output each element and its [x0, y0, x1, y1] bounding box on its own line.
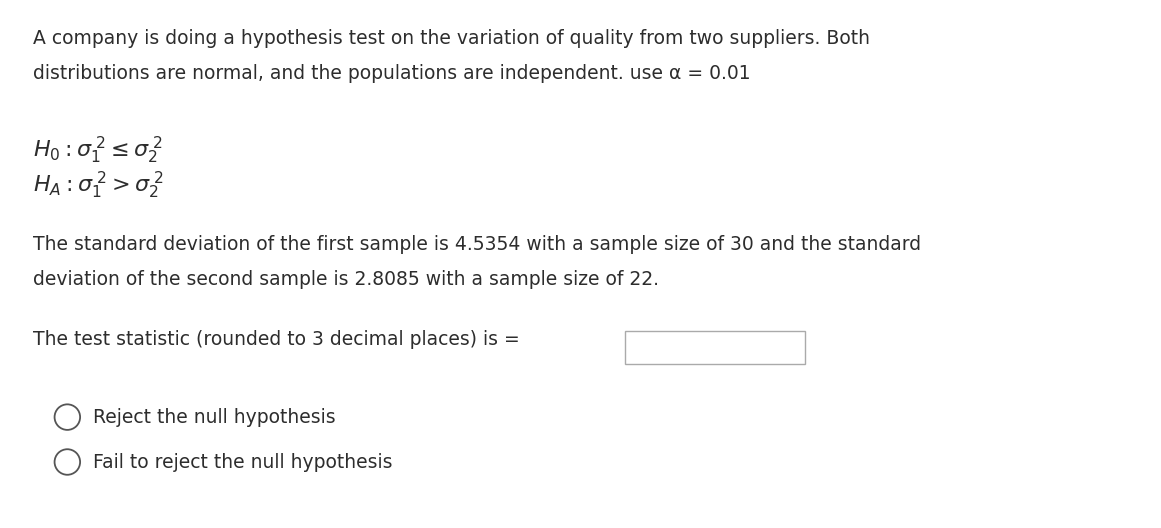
Text: The standard deviation of the first sample is 4.5354 with a sample size of 30 an: The standard deviation of the first samp… — [33, 235, 921, 254]
Text: $\mathit{H}_A:\sigma_1^{\;2}>\sigma_2^{\;2}$: $\mathit{H}_A:\sigma_1^{\;2}>\sigma_2^{\… — [33, 170, 164, 201]
FancyBboxPatch shape — [625, 331, 805, 364]
Text: deviation of the second sample is 2.8085 with a sample size of 22.: deviation of the second sample is 2.8085… — [33, 270, 658, 289]
Text: The test statistic (rounded to 3 decimal places) is =: The test statistic (rounded to 3 decimal… — [33, 330, 519, 349]
Text: Fail to reject the null hypothesis: Fail to reject the null hypothesis — [93, 452, 392, 472]
Text: A company is doing a hypothesis test on the variation of quality from two suppli: A company is doing a hypothesis test on … — [33, 29, 870, 48]
Text: $\mathit{H}_0:\sigma_1^{\;2}\leq\sigma_2^{\;2}$: $\mathit{H}_0:\sigma_1^{\;2}\leq\sigma_2… — [33, 135, 163, 166]
Text: Reject the null hypothesis: Reject the null hypothesis — [93, 408, 336, 427]
Text: distributions are normal, and the populations are independent. use α = 0.01: distributions are normal, and the popula… — [33, 64, 750, 83]
